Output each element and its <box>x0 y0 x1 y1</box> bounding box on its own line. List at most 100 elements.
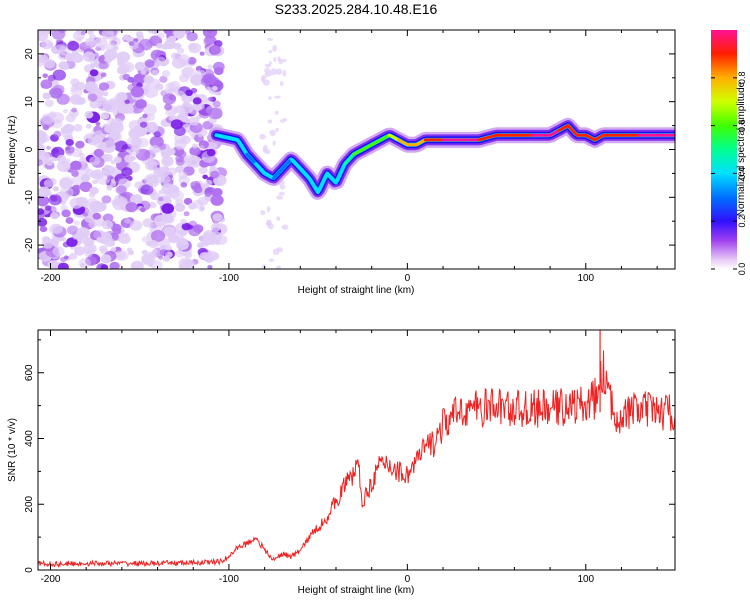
noise-speckle <box>210 237 218 243</box>
ridge-core <box>352 148 365 156</box>
noise-speckle <box>274 95 281 99</box>
noise-speckle <box>167 167 178 176</box>
spectrogram-xtick-label: 0 <box>405 273 411 284</box>
noise-speckle <box>148 201 157 209</box>
spectrogram-ytick-label: 0 <box>24 146 35 152</box>
noise-speckle <box>87 30 95 35</box>
noise-speckle <box>71 170 79 177</box>
noise-speckle <box>42 92 51 100</box>
noise-speckle <box>38 159 43 166</box>
ridge-core <box>307 176 320 194</box>
noise-speckle <box>189 146 201 156</box>
noise-speckle <box>70 86 83 97</box>
ridge-core <box>343 152 356 166</box>
noise-speckle <box>162 93 177 105</box>
noise-speckle <box>70 78 80 86</box>
ridge-core <box>289 157 302 171</box>
noise-speckle <box>114 140 128 152</box>
noise-speckle <box>79 157 88 165</box>
noise-speckle <box>141 249 148 255</box>
noise-speckle <box>174 133 187 144</box>
noise-speckle <box>210 77 221 86</box>
noise-speckle <box>95 121 101 126</box>
noise-speckle <box>123 105 134 114</box>
noise-speckle <box>142 218 154 228</box>
ridge-core <box>236 138 249 156</box>
noise-speckle <box>199 51 205 56</box>
noise-speckle <box>153 167 166 178</box>
noise-speckle <box>161 203 175 214</box>
ridge-core <box>370 138 383 147</box>
noise-speckle <box>82 212 89 217</box>
noise-speckle <box>65 113 76 123</box>
noise-speckle <box>82 51 96 62</box>
spectrogram-xtick-label: -200 <box>40 273 60 284</box>
noise-speckle <box>127 83 137 92</box>
noise-speckle <box>207 64 213 70</box>
noise-speckle <box>147 30 157 34</box>
noise-speckle <box>276 195 283 200</box>
noise-speckle <box>41 39 54 50</box>
noise-speckle <box>184 251 193 259</box>
snr-xlabel: Height of straight line (km) <box>298 585 415 596</box>
noise-speckle <box>52 30 65 40</box>
noise-speckle <box>164 103 173 111</box>
noise-speckle <box>170 52 180 60</box>
colorbar-label: Normalized spectral amplitude <box>736 81 747 216</box>
noise-speckle <box>38 195 50 207</box>
noise-speckle <box>141 236 150 243</box>
noise-speckle <box>48 194 62 206</box>
ridge-core <box>379 133 391 142</box>
noise-speckle <box>78 257 92 269</box>
noise-speckle <box>52 186 60 192</box>
ridge-core <box>254 162 267 175</box>
noise-speckle <box>150 230 166 242</box>
colorbar-tick-label: 0.6 <box>737 119 747 132</box>
noise-speckle <box>177 54 190 65</box>
noise-speckle <box>150 192 161 201</box>
noise-speckle <box>128 146 140 156</box>
noise-speckle <box>162 160 169 166</box>
noise-speckle <box>140 184 154 196</box>
noise-speckle <box>72 184 80 191</box>
noise-speckle <box>259 133 266 140</box>
noise-speckle <box>270 68 278 76</box>
snr-xtick-label: -100 <box>219 574 239 585</box>
noise-speckle <box>124 99 130 105</box>
colorbar-tick-label: 0.0 <box>737 263 747 276</box>
noise-speckle <box>102 91 109 97</box>
noise-speckle <box>96 172 111 185</box>
noise-speckle <box>205 179 213 186</box>
noise-speckle <box>106 185 113 191</box>
noise-speckle <box>267 70 272 77</box>
noise-speckle <box>114 250 126 261</box>
noise-speckle <box>69 253 78 260</box>
noise-speckle <box>101 30 115 40</box>
noise-speckle <box>67 225 79 235</box>
noise-speckle <box>80 263 85 268</box>
noise-speckle <box>180 218 187 225</box>
noise-speckle <box>282 118 288 122</box>
noise-speckle <box>47 260 56 268</box>
ridge-core <box>325 171 338 185</box>
noise-speckle <box>60 256 67 263</box>
noise-speckle <box>71 107 78 113</box>
noise-speckle <box>46 145 51 150</box>
spectrogram-xtick-label: 100 <box>577 273 594 284</box>
noise-speckle <box>112 198 127 211</box>
figure-title: S233.2025.284.10.48.E16 <box>275 1 438 17</box>
noise-speckle <box>180 182 188 188</box>
noise-speckle <box>112 45 119 51</box>
spectrogram-ytick-label: -20 <box>24 237 35 252</box>
noise-speckle <box>268 96 272 100</box>
noise-speckle <box>130 260 144 269</box>
noise-speckle <box>100 254 112 264</box>
noise-speckle <box>161 151 171 159</box>
noise-speckle <box>272 248 280 256</box>
noise-speckle <box>116 51 130 63</box>
noise-speckle <box>96 95 103 100</box>
noise-speckle <box>58 52 68 61</box>
noise-speckle <box>187 57 197 65</box>
noise-speckle <box>38 151 51 162</box>
